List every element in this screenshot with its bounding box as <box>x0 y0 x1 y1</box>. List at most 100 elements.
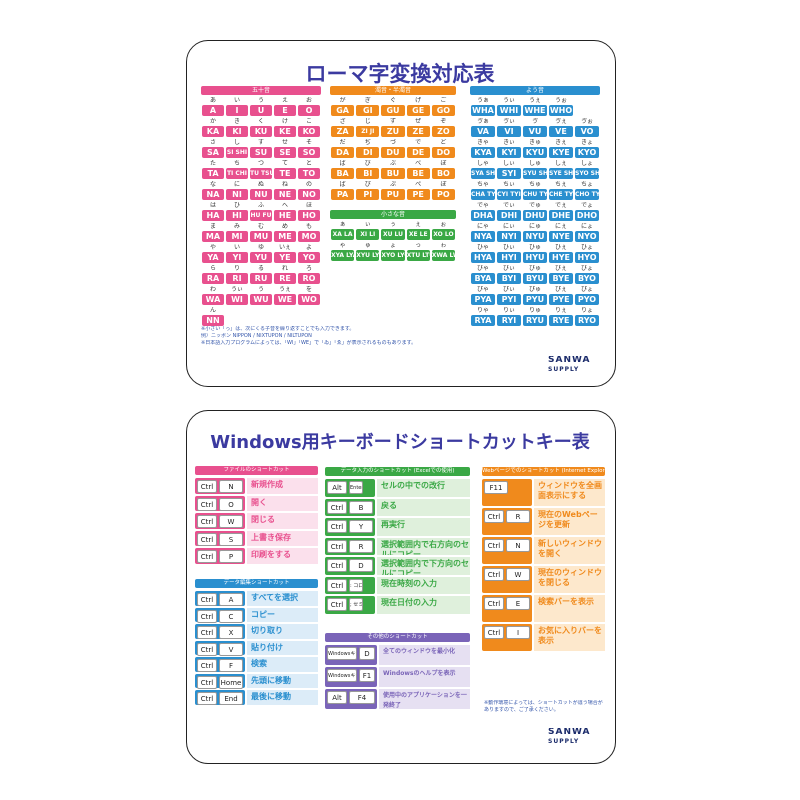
key: Ctrl <box>197 532 217 546</box>
kana: ぞ <box>431 118 455 126</box>
romaji: I <box>226 105 248 116</box>
description: 新規作成 <box>247 478 318 494</box>
kana: っ <box>406 242 430 250</box>
kana: でぇ <box>549 202 573 210</box>
kana: れ <box>274 265 296 273</box>
romaji: NU <box>250 189 272 200</box>
romaji: RYE <box>549 315 573 326</box>
key: Ctrl <box>197 675 217 689</box>
kana: ちゃ <box>471 181 495 189</box>
romaji: BYU <box>523 273 547 284</box>
romaji: DU <box>381 147 405 158</box>
key: Y <box>349 520 373 533</box>
romaji: NYI <box>497 231 521 242</box>
romaji: SO <box>298 147 320 158</box>
romaji: WA <box>202 294 224 305</box>
kana: ひゃ <box>471 244 495 252</box>
description: 検索 <box>247 657 318 672</box>
romaji: PI <box>356 189 380 200</box>
kana: ゔぃ <box>497 118 521 126</box>
kana: ぁ <box>331 221 355 229</box>
kana: ちぃ <box>497 181 521 189</box>
romaji: DHE <box>549 210 573 221</box>
kana: ちぇ <box>549 181 573 189</box>
kana: る <box>250 265 272 273</box>
romaji: NYU <box>523 231 547 242</box>
romaji: HO <box>298 210 320 221</box>
romaji: WU <box>250 294 272 305</box>
kana: りょ <box>575 307 599 315</box>
romaji: DE <box>406 147 430 158</box>
logo: SANWA <box>548 356 591 365</box>
kana: ぉ <box>431 221 455 229</box>
romaji: RO <box>298 273 320 284</box>
key: R <box>506 510 530 523</box>
romaji: PO <box>431 189 455 200</box>
description: 上書き保存 <box>247 530 318 546</box>
key: Alt <box>327 481 347 494</box>
kana: ぜ <box>406 118 430 126</box>
kana: ほ <box>298 202 320 210</box>
romaji: VU <box>523 126 547 137</box>
romaji: BYE <box>549 273 573 284</box>
kana: べ <box>406 160 430 168</box>
romaji: BA <box>331 168 355 179</box>
kana: ひぃ <box>497 244 521 252</box>
section-header: 濁音・半濁音 <box>330 86 456 95</box>
romaji: SYE SHE <box>549 168 573 179</box>
kana: びゅ <box>523 265 547 273</box>
romaji: NE <box>274 189 296 200</box>
romaji: CHE TYE <box>549 189 573 200</box>
key: V <box>219 642 243 656</box>
kana: ぴぇ <box>549 286 573 294</box>
key: C <box>219 609 243 623</box>
key: I <box>506 626 530 639</box>
key: Ctrl <box>197 550 217 563</box>
romaji: WHE <box>523 105 547 116</box>
kana: づ <box>381 139 405 147</box>
kana: でょ <box>575 202 599 210</box>
kana: にぃ <box>497 223 521 231</box>
romaji: TO <box>298 168 320 179</box>
key: Windowsキー <box>327 647 357 660</box>
romaji: DI <box>356 147 380 158</box>
description: 全てのウィンドウを最小化 <box>379 645 470 665</box>
kana: う <box>250 286 272 294</box>
description: 貼り付け <box>247 640 318 655</box>
kana: ぃ <box>356 221 380 229</box>
kana: え <box>274 97 296 105</box>
romaji: VA <box>471 126 495 137</box>
kana: びぇ <box>549 265 573 273</box>
key: B <box>349 500 373 514</box>
romaji: BU <box>381 168 405 179</box>
romaji: DHI <box>497 210 521 221</box>
kana: びゃ <box>471 265 495 273</box>
kana: ぇ <box>406 221 430 229</box>
kana: き <box>226 118 248 126</box>
key: Ctrl <box>197 692 217 705</box>
romaji: BYI <box>497 273 521 284</box>
romaji: GI <box>356 105 380 116</box>
kana: でぃ <box>497 202 521 210</box>
romaji: ZU <box>381 126 405 137</box>
kana: びょ <box>575 265 599 273</box>
romaji: HYI <box>497 252 521 263</box>
romaji: DA <box>331 147 355 158</box>
kana: け <box>274 118 296 126</box>
kana: ちゅ <box>523 181 547 189</box>
key: ; セミコロン <box>349 598 363 611</box>
note: ※動作環境によっては、ショートカットが違う場合がありますので、ご了承ください。 <box>484 700 603 713</box>
romaji: KYA <box>471 147 495 158</box>
key: Ctrl <box>197 480 217 493</box>
kana: ば <box>331 160 355 168</box>
kana: ん <box>202 307 224 315</box>
kana: ゅ <box>356 242 380 250</box>
kana: りゅ <box>523 307 547 315</box>
kana: こ <box>298 118 320 126</box>
kana: ぺ <box>406 181 430 189</box>
romaji: GO <box>431 105 455 116</box>
description: セルの中での改行 <box>377 479 470 497</box>
kana: うぇ <box>274 286 296 294</box>
kana: が <box>331 97 355 105</box>
kana: さ <box>202 139 224 147</box>
